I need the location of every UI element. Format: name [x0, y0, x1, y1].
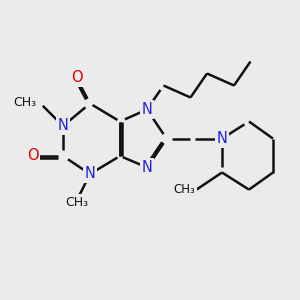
Text: N: N — [217, 131, 227, 146]
Text: CH₃: CH₃ — [65, 196, 88, 209]
Text: N: N — [85, 167, 95, 182]
Text: N: N — [142, 102, 152, 117]
Text: O: O — [71, 70, 82, 86]
Text: CH₃: CH₃ — [173, 183, 195, 196]
Text: CH₃: CH₃ — [13, 95, 36, 109]
Text: N: N — [142, 160, 152, 175]
Text: N: N — [58, 118, 68, 134]
Text: O: O — [27, 148, 39, 164]
